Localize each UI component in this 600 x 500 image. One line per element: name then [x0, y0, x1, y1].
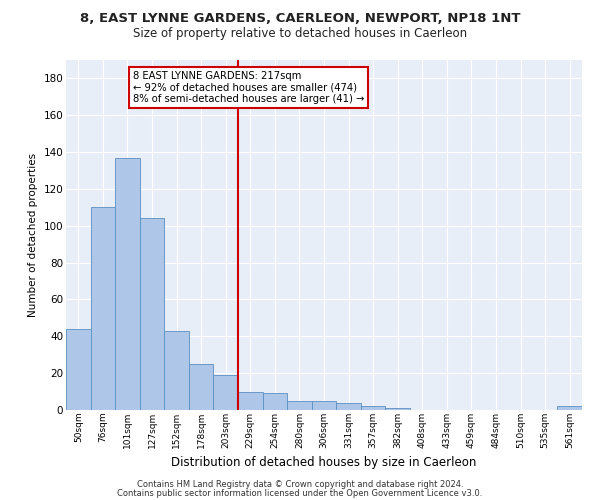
Bar [115, 158, 140, 410]
Y-axis label: Number of detached properties: Number of detached properties [28, 153, 38, 317]
Bar [361, 406, 385, 410]
Bar [336, 402, 361, 410]
Text: Contains public sector information licensed under the Open Government Licence v3: Contains public sector information licen… [118, 488, 482, 498]
Bar [312, 401, 336, 410]
Bar [263, 394, 287, 410]
Bar [140, 218, 164, 410]
Bar [66, 329, 91, 410]
Text: Contains HM Land Registry data © Crown copyright and database right 2024.: Contains HM Land Registry data © Crown c… [137, 480, 463, 489]
Text: 8 EAST LYNNE GARDENS: 217sqm
← 92% of detached houses are smaller (474)
8% of se: 8 EAST LYNNE GARDENS: 217sqm ← 92% of de… [133, 70, 364, 104]
Bar [287, 401, 312, 410]
Bar [385, 408, 410, 410]
Bar [164, 331, 189, 410]
Bar [91, 208, 115, 410]
Bar [557, 406, 582, 410]
Bar [238, 392, 263, 410]
Text: Size of property relative to detached houses in Caerleon: Size of property relative to detached ho… [133, 28, 467, 40]
Text: 8, EAST LYNNE GARDENS, CAERLEON, NEWPORT, NP18 1NT: 8, EAST LYNNE GARDENS, CAERLEON, NEWPORT… [80, 12, 520, 26]
Bar [189, 364, 214, 410]
Bar [214, 375, 238, 410]
X-axis label: Distribution of detached houses by size in Caerleon: Distribution of detached houses by size … [172, 456, 476, 469]
